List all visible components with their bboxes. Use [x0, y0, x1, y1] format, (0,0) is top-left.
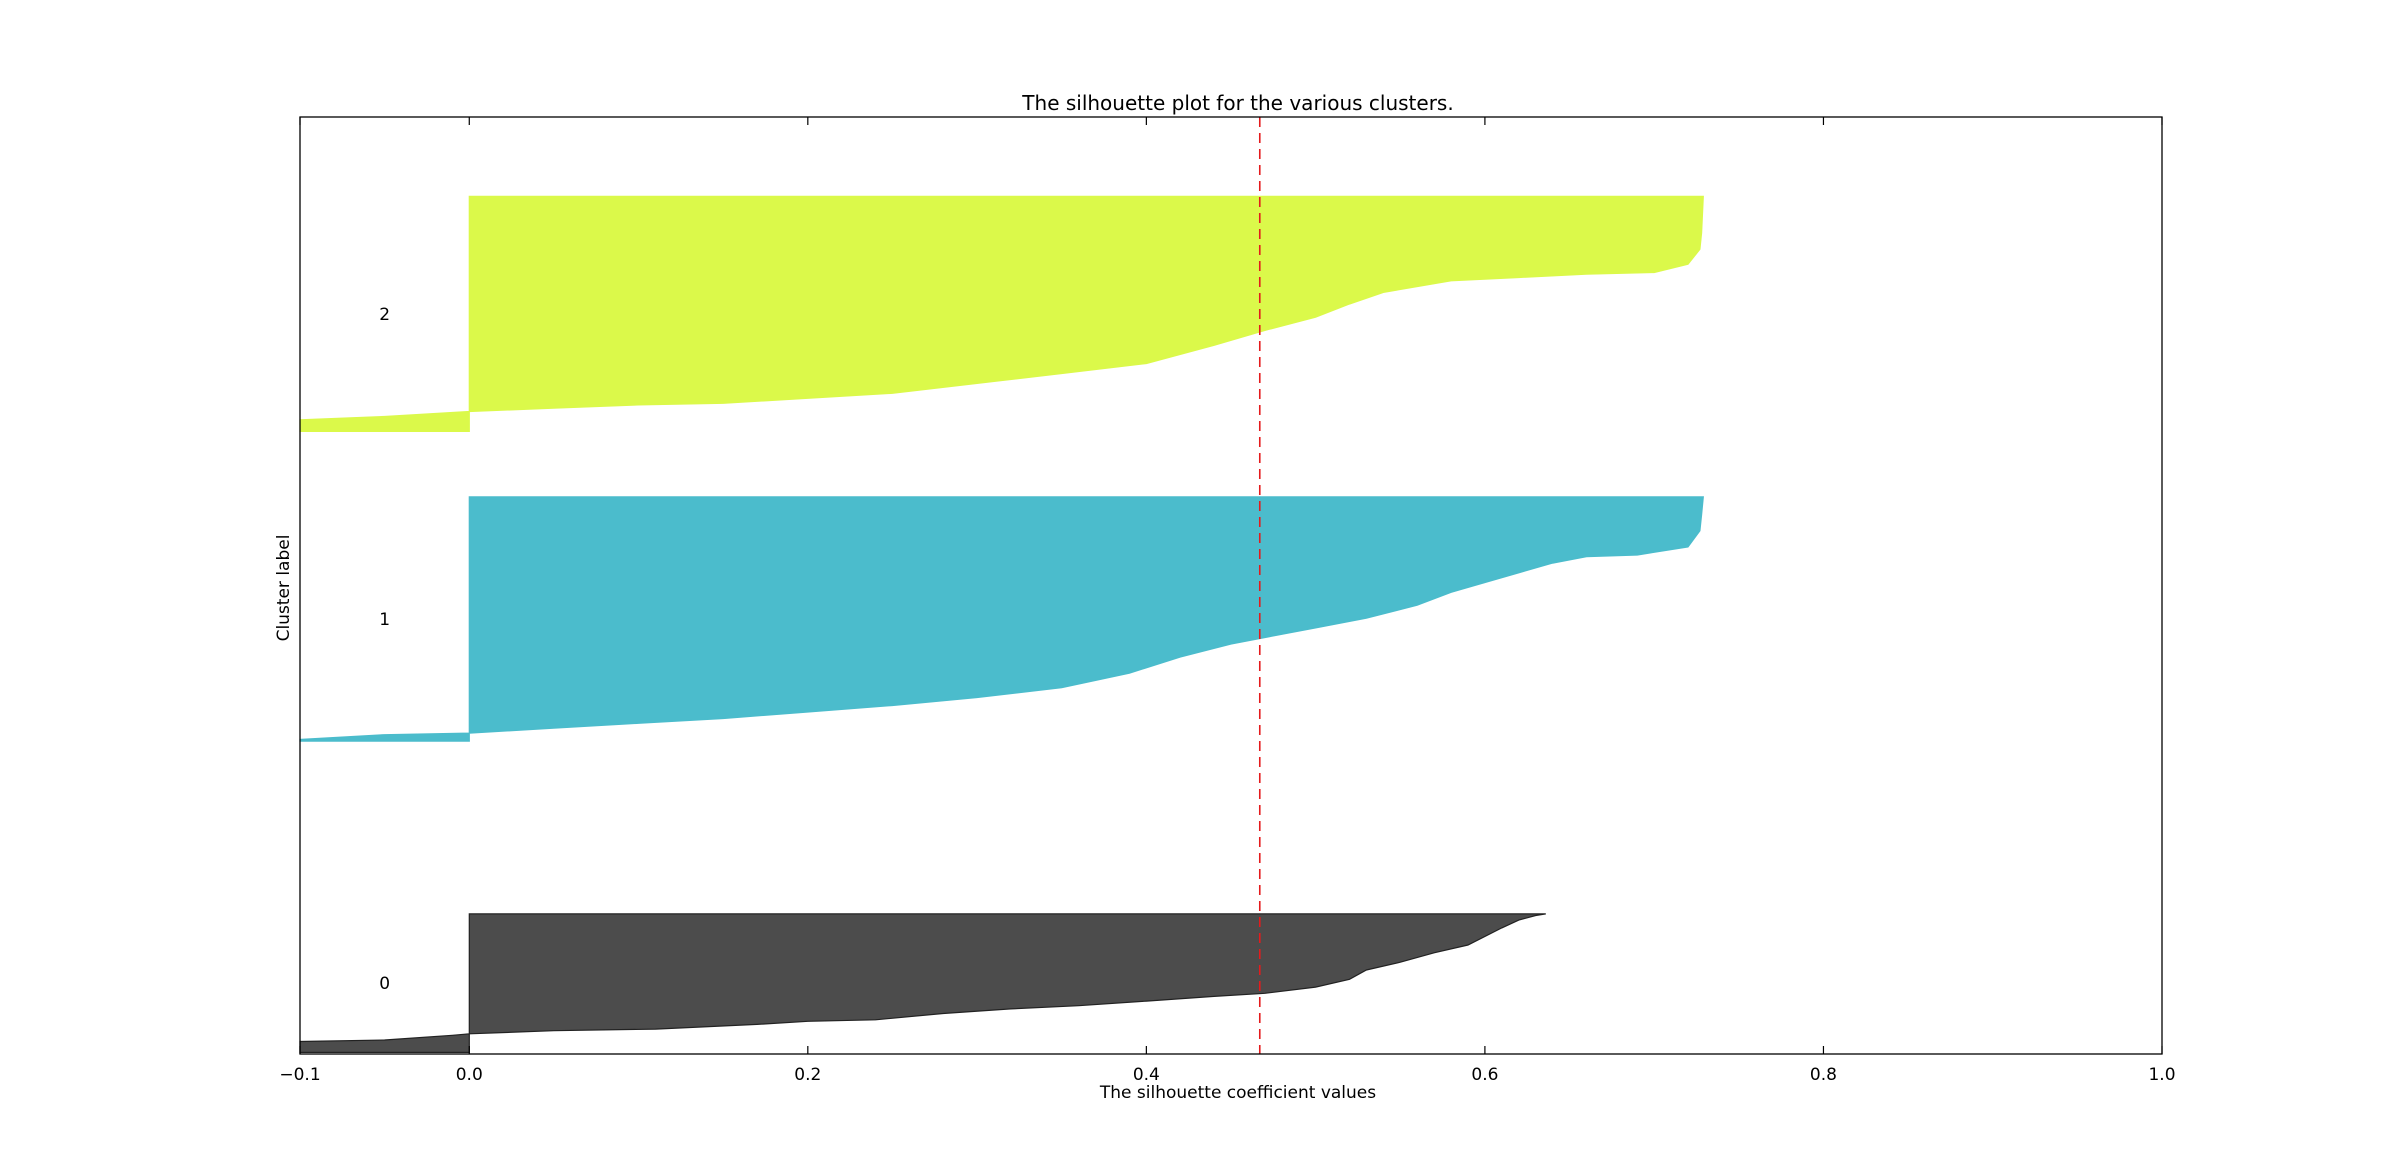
- plot-area: 0 1 2 −0.1 0.0 0.2 0.4 0.6 0.8 1.0: [279, 116, 2176, 1085]
- cluster-0-silhouette: [299, 913, 1546, 1053]
- x-tick-label: 0.2: [794, 1065, 821, 1085]
- x-axis-label: The silhouette coefficient values: [1099, 1083, 1376, 1103]
- cluster-label-2: 2: [379, 305, 390, 325]
- x-tick-label: 0.6: [1471, 1065, 1498, 1085]
- y-axis-label: Cluster label: [274, 535, 294, 642]
- chart-title: The silhouette plot for the various clus…: [1021, 91, 1453, 115]
- x-tick-label: 0.0: [456, 1065, 483, 1085]
- cluster-label-0: 0: [379, 974, 390, 994]
- x-tick-label: −0.1: [279, 1065, 320, 1085]
- x-tick-label: 1.0: [2148, 1065, 2175, 1085]
- cluster-label-1: 1: [379, 610, 390, 630]
- cluster-2-silhouette: [299, 195, 1704, 432]
- x-tick-label: 0.8: [1810, 1065, 1837, 1085]
- x-tick-label: 0.4: [1133, 1065, 1160, 1085]
- cluster-1-silhouette: [299, 496, 1704, 742]
- plot-frame: [299, 116, 2163, 1055]
